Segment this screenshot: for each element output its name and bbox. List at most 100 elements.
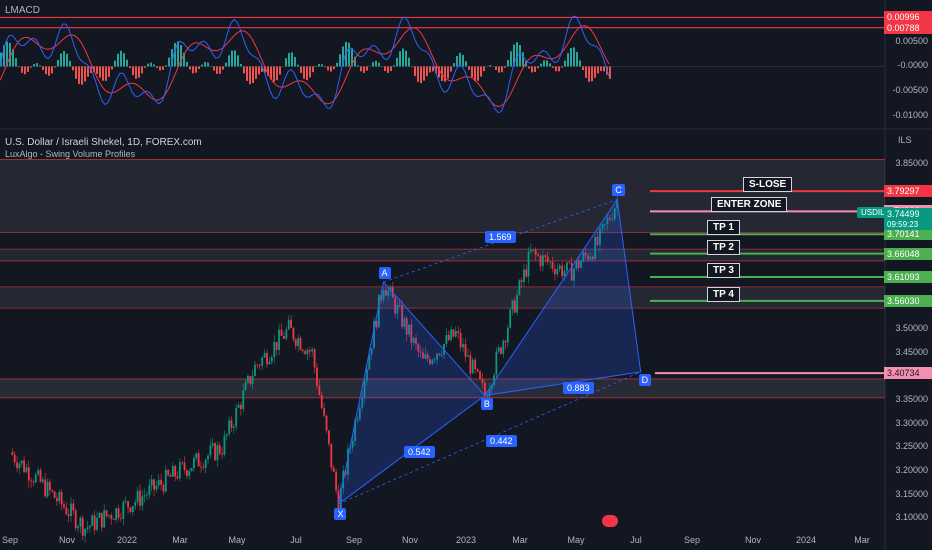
candle-body	[502, 340, 505, 354]
level-label-enter-zone[interactable]: ENTER ZONE	[711, 197, 788, 213]
macd-histogram-bar	[270, 66, 272, 80]
macd-value-tag: 0.00996	[884, 11, 932, 24]
candle-body	[72, 503, 75, 511]
candle-body	[162, 484, 165, 492]
candle-body	[103, 510, 106, 528]
time-tick-label: Nov	[58, 535, 76, 545]
candle-body	[541, 255, 544, 267]
macd-histogram-bar	[330, 66, 332, 72]
candle-body	[157, 479, 160, 486]
candle-body	[275, 341, 278, 350]
macd-histogram-bar	[537, 66, 539, 69]
ratio-line-1	[383, 199, 618, 283]
candle-body	[221, 453, 223, 455]
macd-histogram-bar	[138, 66, 140, 78]
macd-histogram-bar	[387, 66, 389, 73]
candle-body	[294, 339, 297, 346]
macd-histogram-bar	[453, 63, 455, 67]
macd-histogram-bar	[6, 41, 8, 67]
candle-body	[422, 352, 424, 359]
candle-body	[606, 218, 609, 224]
macd-histogram-bar	[63, 51, 65, 67]
candle-body	[358, 407, 361, 420]
candle-body	[290, 319, 292, 328]
candle-body	[44, 479, 47, 497]
candle-body	[25, 467, 28, 472]
macd-histogram-bar	[24, 66, 26, 75]
candle-body	[209, 445, 212, 456]
candle-body	[368, 354, 371, 370]
candle-body	[228, 420, 231, 435]
candle-body	[410, 324, 413, 343]
candle-body	[532, 249, 535, 251]
level-label-tp-1[interactable]: TP 1	[707, 220, 740, 236]
candle-body	[490, 384, 493, 390]
level-price-tag: 3.70141	[884, 228, 932, 241]
level-label-tp-4[interactable]: TP 4	[707, 286, 740, 302]
macd-histogram-bar	[429, 66, 431, 73]
level-label-s-lose[interactable]: S-LOSE	[743, 177, 793, 193]
candle-body	[493, 375, 495, 385]
candle-body	[544, 255, 547, 257]
candle-body	[160, 479, 162, 485]
macd-histogram-bar	[384, 66, 386, 72]
candle-body	[122, 501, 125, 519]
macd-histogram-bar	[402, 48, 404, 67]
macd-tick-label: -0.0000	[897, 60, 928, 71]
candle-body	[13, 454, 16, 463]
macd-histogram-bar	[219, 66, 221, 74]
time-tick-label: Nov	[401, 535, 419, 545]
candle-body	[566, 262, 568, 272]
level-label-tp-3[interactable]: TP 3	[707, 263, 740, 278]
macd-histogram-bar	[477, 66, 479, 81]
candle-body	[601, 224, 604, 229]
macd-histogram-bar	[582, 66, 584, 71]
macd-tick-label: -0.01000	[892, 109, 928, 120]
macd-histogram-bar	[354, 56, 356, 67]
candle-body	[351, 440, 354, 448]
flag-icon[interactable]	[602, 515, 618, 527]
candle-body	[467, 355, 469, 357]
candle-body	[584, 252, 587, 256]
candle-body	[263, 352, 266, 358]
candle-body	[325, 415, 328, 431]
level-label-tp-2[interactable]: TP 2	[707, 239, 740, 255]
candle-body	[146, 494, 148, 496]
candle-body	[242, 390, 245, 410]
candle-body	[34, 474, 37, 483]
macd-histogram-bar	[438, 66, 440, 78]
symbol-title[interactable]: U.S. Dollar / Israeli Shekel, 1D, FOREX.…	[5, 137, 202, 148]
macd-histogram-bar	[150, 62, 152, 67]
macd-histogram-bar	[279, 66, 281, 75]
macd-histogram-bar	[306, 66, 308, 81]
candle-body	[254, 364, 256, 377]
indicator-title[interactable]: LuxAlgo - Swing Volume Profiles	[5, 149, 136, 159]
candle-body	[476, 368, 479, 372]
candle-body	[318, 385, 321, 396]
candle-body	[570, 262, 573, 281]
macd-histogram-bar	[399, 51, 401, 67]
time-tick-label: Mar	[172, 535, 188, 545]
candle-body	[380, 294, 383, 300]
candle-body	[188, 471, 191, 476]
candle-body	[37, 470, 40, 475]
candle-body	[214, 443, 216, 461]
candle-body	[558, 265, 561, 269]
macd-histogram-bar	[174, 43, 176, 67]
macd-histogram-bar	[81, 66, 83, 85]
candle-body	[582, 252, 585, 262]
macd-histogram-bar	[69, 60, 71, 67]
macd-histogram-bar	[156, 66, 158, 68]
candle-body	[344, 470, 347, 475]
candle-body	[16, 462, 18, 469]
level-price-tag: 3.56030	[884, 294, 932, 307]
macd-histogram-bar	[3, 45, 5, 67]
macd-histogram-bar	[390, 66, 392, 71]
macd-histogram-bar	[213, 66, 215, 71]
candle-body	[129, 507, 132, 513]
candle-body	[27, 467, 30, 481]
macd-histogram-bar	[9, 42, 11, 67]
macd-histogram-bar	[336, 62, 338, 67]
candle-body	[32, 481, 35, 483]
candle-body	[153, 479, 155, 490]
